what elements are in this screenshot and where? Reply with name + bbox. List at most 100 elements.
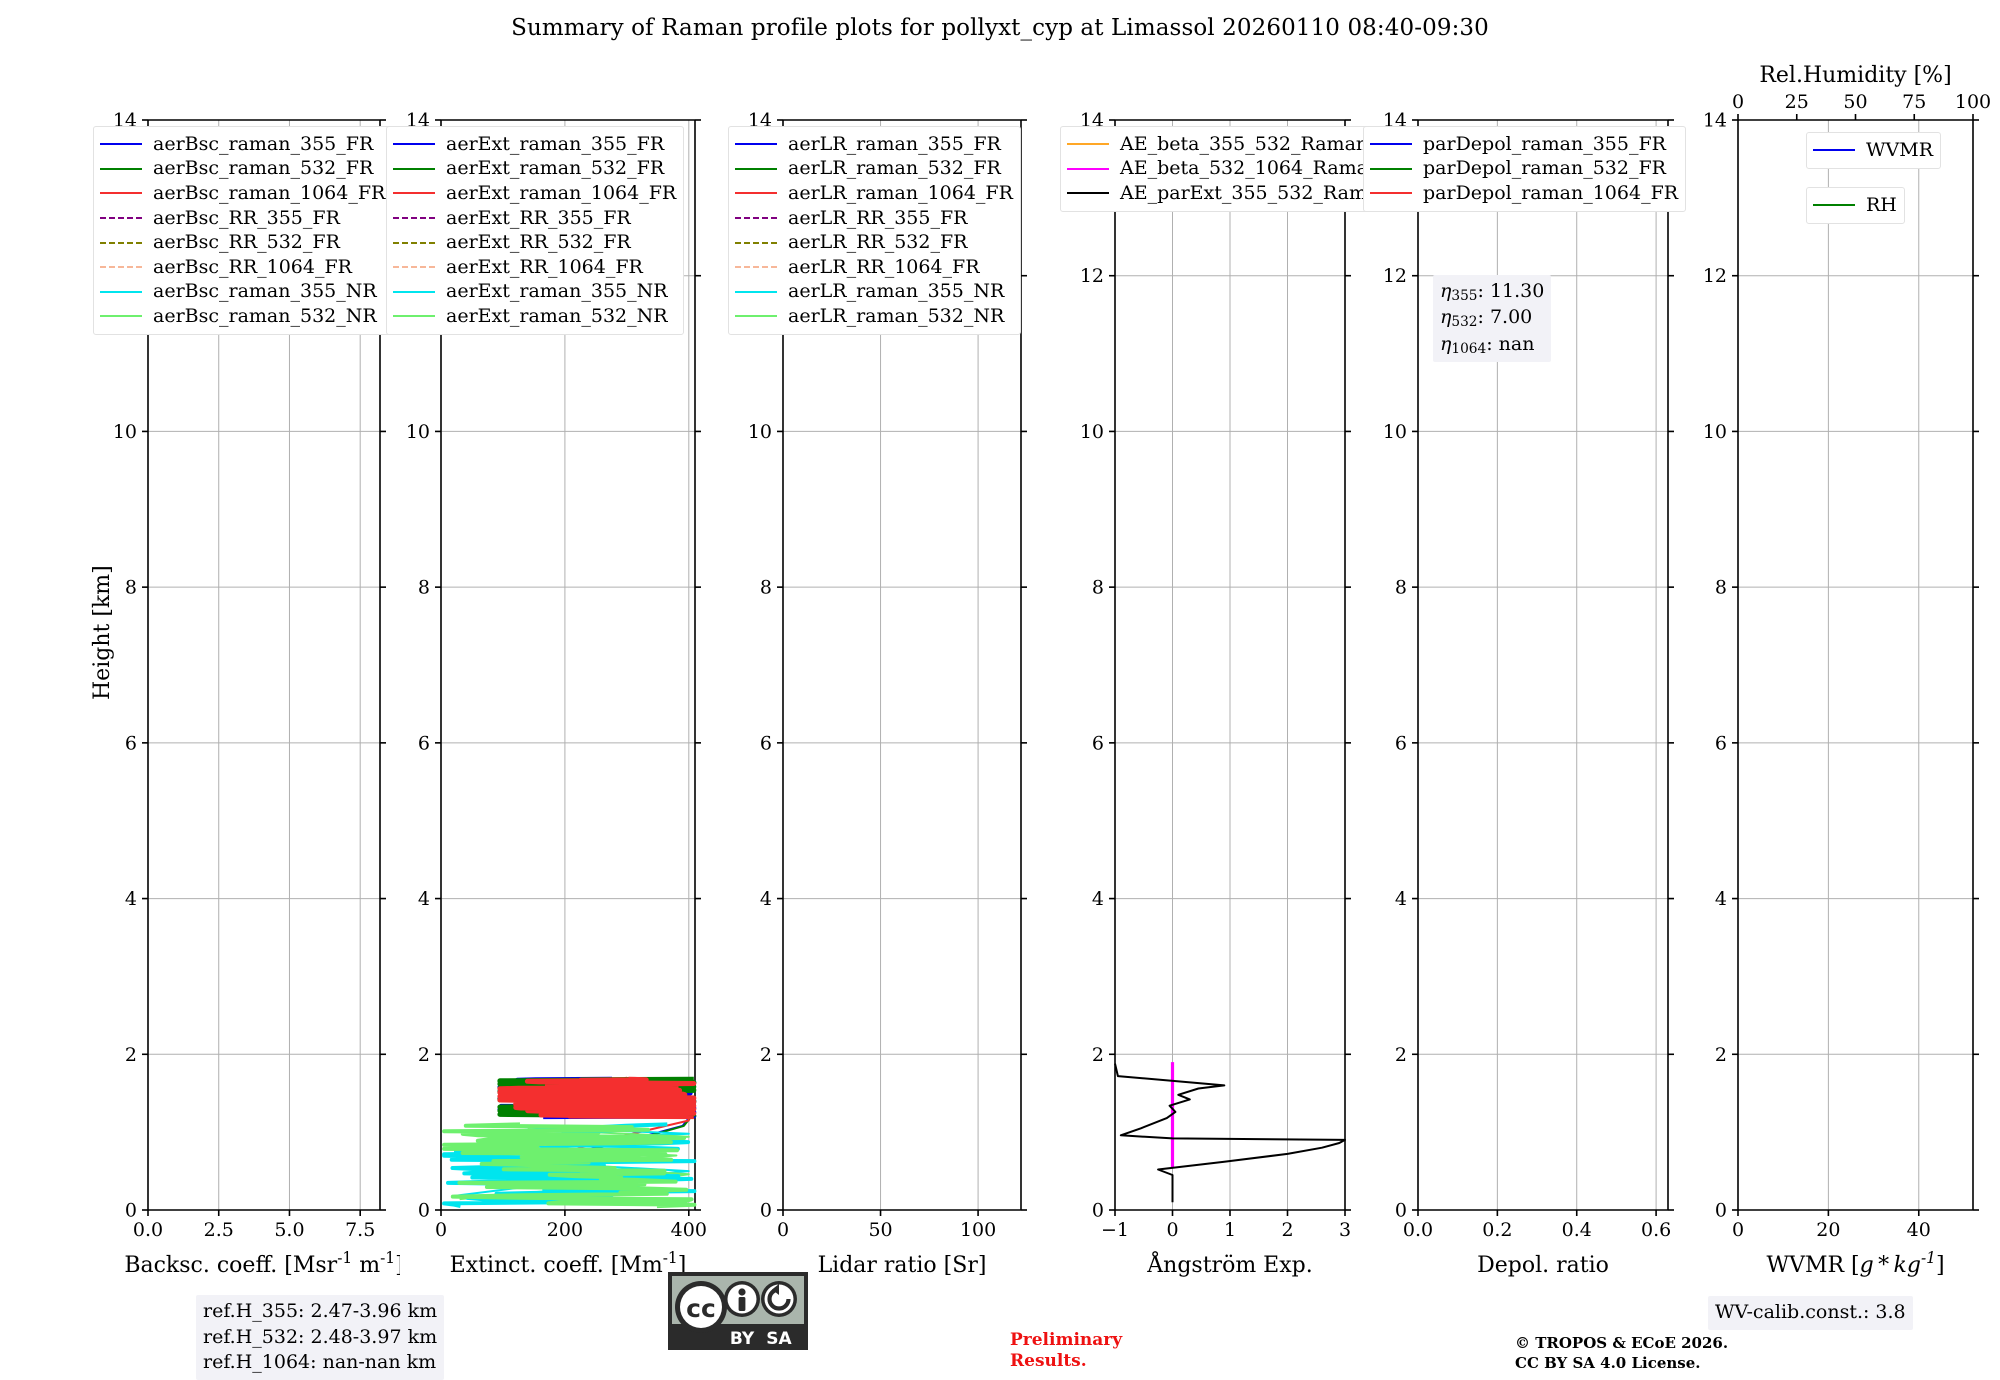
svg-text:100: 100 (960, 1219, 996, 1241)
svg-text:2: 2 (418, 1044, 430, 1066)
legend-row: aerExt_raman_532_FR (393, 157, 676, 182)
svg-text:10: 10 (406, 421, 430, 443)
legend-label: aerLR_raman_532_NR (788, 304, 1005, 327)
legend-label: aerBsc_raman_355_NR (153, 280, 377, 303)
legend-label: aerBsc_raman_355_FR (153, 132, 374, 155)
svg-text:0.0: 0.0 (1403, 1219, 1433, 1241)
legend-row: aerBsc_raman_532_NR (100, 304, 385, 329)
svg-text:400: 400 (671, 1219, 707, 1241)
svg-text:12: 12 (1383, 265, 1407, 287)
legend-label: RH (1866, 193, 1897, 216)
legend-label: AE_beta_355_532_Raman_FR (1120, 132, 1406, 155)
svg-text:12: 12 (1080, 265, 1104, 287)
svg-text:8: 8 (125, 577, 137, 599)
legend-swatch-icon (393, 192, 435, 195)
legend-label: aerExt_raman_355_FR (446, 132, 665, 155)
eta-annotation: η355: 11.30 η532: 7.00 η1064: nan (1433, 275, 1552, 363)
legend-label: aerBsc_raman_1064_FR (153, 181, 386, 204)
legend-row: aerLR_raman_532_NR (735, 304, 1013, 329)
svg-text:0: 0 (125, 1200, 137, 1222)
legend-label: aerExt_RR_355_FR (446, 206, 631, 229)
legend-row: aerExt_RR_1064_FR (393, 255, 676, 280)
legend-swatch-icon (735, 290, 777, 293)
legend-row: aerBsc_RR_355_FR (100, 206, 385, 231)
svg-text:8: 8 (418, 577, 430, 599)
legend-row: aerExt_raman_1064_FR (393, 181, 676, 206)
legend-swatch-icon (1370, 167, 1412, 170)
svg-text:0: 0 (435, 1219, 447, 1241)
badge-by-label: BY (730, 1329, 755, 1349)
svg-text:6: 6 (1395, 732, 1407, 754)
legend-row: AE_beta_355_532_Raman_FR (1067, 132, 1428, 157)
legend-swatch-icon (100, 290, 142, 293)
svg-text:20: 20 (1816, 1219, 1840, 1241)
legend-row: aerLR_raman_1064_FR (735, 181, 1013, 206)
legend-swatch-icon (393, 266, 435, 269)
legend-row: aerLR_raman_355_NR (735, 280, 1013, 305)
legend-label: aerBsc_RR_1064_FR (153, 255, 352, 278)
svg-text:8: 8 (760, 577, 772, 599)
legend-depol-ratio: parDepol_raman_355_FR parDepol_raman_532_… (1363, 126, 1687, 212)
legend-swatch-icon (393, 143, 435, 146)
legend-swatch-icon (735, 167, 777, 170)
svg-text:2: 2 (1092, 1044, 1104, 1066)
legend-label: parDepol_raman_532_FR (1423, 157, 1666, 180)
svg-text:0.0: 0.0 (133, 1219, 163, 1241)
legend-extinction: aerExt_raman_355_FR aerExt_raman_532_FR ae… (386, 126, 685, 335)
svg-text:6: 6 (125, 732, 137, 754)
legend-wvmr-rh-WVMR: WVMR (1806, 132, 1942, 169)
legend-row: aerExt_RR_532_FR (393, 230, 676, 255)
legend-row: aerBsc_raman_532_FR (100, 157, 385, 182)
cc-by-sa-badge: cc BY SA (668, 1272, 808, 1350)
svg-text:Rel.Humidity [%]: Rel.Humidity [%] (1759, 63, 1951, 88)
eta-1064: η1064: nan (1440, 332, 1535, 357)
legend-row: aerLR_RR_355_FR (735, 206, 1013, 231)
legend-label: aerBsc_RR_532_FR (153, 231, 340, 254)
legend-row: aerLR_RR_1064_FR (735, 255, 1013, 280)
svg-text:−1: −1 (1101, 1219, 1129, 1241)
legend-swatch-icon (735, 217, 777, 220)
svg-text:8: 8 (1092, 577, 1104, 599)
svg-text:200: 200 (547, 1219, 583, 1241)
svg-text:4: 4 (125, 888, 137, 910)
legend-row: RH (1813, 193, 1897, 218)
svg-text:cc: cc (686, 1294, 716, 1323)
svg-text:2.5: 2.5 (204, 1219, 234, 1241)
legend-swatch-icon (393, 315, 435, 318)
svg-text:0: 0 (1166, 1219, 1178, 1241)
svg-text:2: 2 (125, 1044, 137, 1066)
legend-swatch-icon (735, 241, 777, 244)
legend-row: aerExt_RR_355_FR (393, 206, 676, 231)
svg-text:4: 4 (1715, 888, 1727, 910)
svg-text:6: 6 (760, 732, 772, 754)
legend-label: parDepol_raman_355_FR (1423, 132, 1666, 155)
legend-swatch-icon (735, 315, 777, 318)
svg-text:0.6: 0.6 (1641, 1219, 1671, 1241)
svg-text:0: 0 (777, 1219, 789, 1241)
legend-row: parDepol_raman_1064_FR (1370, 181, 1678, 206)
legend-row: AE_beta_532_1064_Raman_FR (1067, 157, 1428, 182)
legend-swatch-icon (1370, 143, 1412, 146)
legend-label: aerExt_raman_355_NR (446, 280, 668, 303)
svg-text:3: 3 (1339, 1219, 1351, 1241)
svg-text:10: 10 (1383, 421, 1407, 443)
legend-row: aerLR_raman_355_FR (735, 132, 1013, 157)
legend-swatch-icon (100, 315, 142, 318)
svg-text:0: 0 (1395, 1200, 1407, 1222)
eta-532: η532: 7.00 (1440, 306, 1533, 331)
svg-text:25: 25 (1785, 91, 1809, 113)
figure-title: Summary of Raman profile plots for polly… (511, 15, 1489, 41)
legend-label: aerExt_raman_532_FR (446, 157, 665, 180)
legend-row: aerLR_raman_532_FR (735, 157, 1013, 182)
svg-text:0.4: 0.4 (1562, 1219, 1592, 1241)
legend-label: aerLR_raman_355_NR (788, 280, 1005, 303)
svg-text:Backsc. coeff. [Msr-1 m-1]: Backsc. coeff. [Msr-1 m-1] (124, 1249, 400, 1278)
legend-swatch-icon (735, 143, 777, 146)
legend-wvmr-rh-RH: RH (1806, 187, 1905, 224)
legend-label: aerBsc_RR_355_FR (153, 206, 340, 229)
svg-text:0.2: 0.2 (1482, 1219, 1512, 1241)
legend-label: aerBsc_raman_532_FR (153, 157, 374, 180)
